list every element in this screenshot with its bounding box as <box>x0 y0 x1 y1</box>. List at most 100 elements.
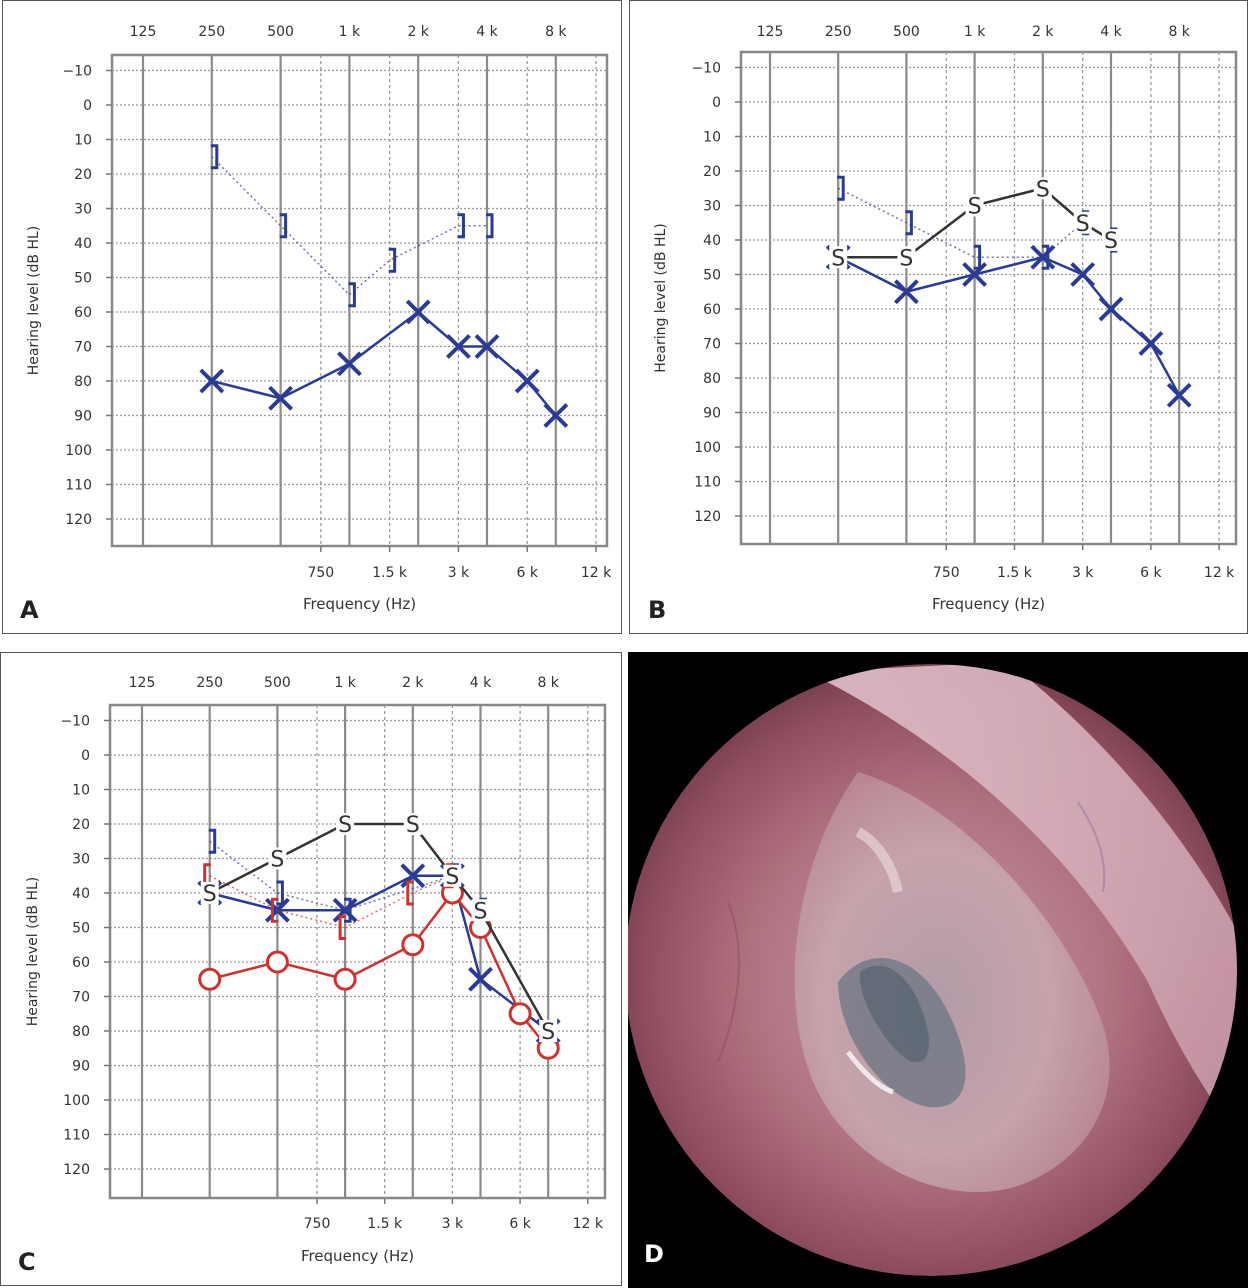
y-tick-label: 100 <box>65 443 92 459</box>
x-bottom-tick-label: 1.5 k <box>997 565 1033 581</box>
data-marker-s-background <box>336 813 355 835</box>
x-top-tick-label: 500 <box>264 675 291 691</box>
data-marker-s: S <box>406 813 420 838</box>
data-marker-x <box>336 351 362 377</box>
x-top-tick-label: 1 k <box>339 24 361 40</box>
data-marker-circle <box>401 933 425 957</box>
audiogram-panel-a: −10 0 10 20 30 40 50 60 70 80 90 100 110 120 125 250 500… <box>2 0 622 634</box>
y-tick-label: 120 <box>65 512 92 528</box>
data-marker-s: S <box>445 865 459 890</box>
data-marker-s: S <box>968 195 982 220</box>
y-tick-label: 80 <box>72 1024 90 1040</box>
data-marker-s: S <box>541 1020 555 1045</box>
data-marker-s: S <box>203 882 217 907</box>
x-axis-label: Frequency (Hz) <box>301 1247 414 1265</box>
data-marker-s-background <box>897 246 916 269</box>
data-marker-bracket-right <box>348 282 356 308</box>
data-marker-s-background <box>1033 177 1052 200</box>
x-top-tick-label: 125 <box>129 675 156 691</box>
y-tick-label: 0 <box>81 748 90 764</box>
y-tick-label: 90 <box>74 409 92 425</box>
x-top-tick-label: 1 k <box>964 24 986 40</box>
series-line-close-bracket <box>211 156 487 296</box>
x-top-tick-label: 500 <box>267 24 294 40</box>
data-marker-s: S <box>1104 229 1118 254</box>
audiogram-panel-b: −10 0 10 20 30 40 50 60 70 80 90 100 110 120 125 250 500… <box>629 0 1248 634</box>
y-tick-label: 60 <box>74 305 92 321</box>
data-marker-bracket-right <box>905 210 913 236</box>
x-top-tick-label: 8 k <box>537 675 559 691</box>
audiogram-chart-a: −10 0 10 20 30 40 50 60 70 80 90 100 110 120 125 250 500… <box>20 24 612 624</box>
x-bottom-tick-label: 6 k <box>517 565 539 581</box>
y-axis-label: Hearing level (dB HL) <box>653 223 669 373</box>
y-tick-label: 20 <box>74 167 92 183</box>
y-tick-label: 40 <box>74 236 92 252</box>
x-bottom-tick-label: 6 k <box>1140 565 1162 581</box>
data-marker-bracket-right <box>1041 244 1050 270</box>
panel-letter-d: D <box>644 1240 664 1268</box>
y-tick-label: 120 <box>63 1162 90 1178</box>
y-tick-label: 110 <box>65 478 92 494</box>
x-top-tick-label: 1 k <box>334 675 356 691</box>
x-bottom-tick-label: 6 k <box>509 1216 531 1232</box>
x-top-tick-label: 250 <box>825 24 852 40</box>
x-top-tick-label: 500 <box>893 24 920 40</box>
series-line-close-bracket <box>837 187 1112 258</box>
x-top-tick-label: 2 k <box>407 24 429 40</box>
data-marker-s-background <box>539 1020 558 1042</box>
x-top-tick-label: 4 k <box>1100 24 1122 40</box>
x-top-tick-label: 4 k <box>470 675 492 691</box>
y-axis-label: Hearing level (dB HL) <box>25 877 41 1027</box>
x-top-tick-label: 125 <box>757 24 784 40</box>
series-line-X <box>837 255 1181 396</box>
data-marker-circle <box>508 1002 532 1026</box>
data-marker-bracket-right <box>486 213 494 239</box>
data-marker-s-background <box>471 899 490 922</box>
data-marker-s: S <box>1076 212 1090 237</box>
x-top-tick-label: 4 k <box>476 24 498 40</box>
data-marker-bracket-right <box>276 880 284 906</box>
y-tick-label: 60 <box>703 302 721 318</box>
y-tick-label: 60 <box>72 955 90 971</box>
y-tick-label: −10 <box>62 64 92 80</box>
y-tick-label: 10 <box>72 783 90 799</box>
audiogram-panel-c: −10 0 10 20 30 40 50 60 70 80 90 100 110 120 125 250 500… <box>0 652 622 1286</box>
data-marker-s: S <box>338 813 352 838</box>
data-marker-x <box>446 334 471 359</box>
y-tick-label: 110 <box>694 475 721 491</box>
data-marker-bracket-right <box>837 175 845 201</box>
data-marker-bracket-left <box>338 915 347 940</box>
data-marker-x <box>514 368 540 394</box>
x-bottom-tick-label: 12 k <box>581 565 612 581</box>
x-top-tick-label: 8 k <box>545 24 567 40</box>
data-marker-s-background <box>829 246 848 269</box>
y-tick-label: 30 <box>703 199 721 215</box>
plot-frame <box>108 703 607 1200</box>
data-marker-x <box>405 299 431 325</box>
data-marker-s: S <box>474 899 488 924</box>
data-marker-circle <box>333 967 357 991</box>
y-tick-label: 50 <box>72 921 90 937</box>
y-tick-label: 10 <box>74 133 92 149</box>
data-marker-circle <box>198 967 222 991</box>
data-marker-s-background <box>268 847 287 870</box>
y-tick-label: 120 <box>694 509 721 525</box>
y-tick-label: 70 <box>703 337 721 353</box>
data-marker-x <box>893 279 919 305</box>
data-marker-s: S <box>270 848 284 873</box>
x-bottom-tick-label: 3 k <box>448 565 470 581</box>
panel-letter: C <box>18 1248 36 1276</box>
x-axis-label: Frequency (Hz) <box>932 595 1045 613</box>
data-marker-s-background <box>1073 211 1092 234</box>
x-bottom-tick-label: 1.5 k <box>372 565 408 581</box>
data-marker-s-background <box>1102 229 1120 251</box>
y-tick-label: 10 <box>703 130 721 146</box>
y-tick-label: 0 <box>83 98 92 114</box>
data-marker-bracket-right <box>210 144 219 170</box>
panel-letter: A <box>20 596 39 624</box>
y-tick-label: 20 <box>703 164 721 180</box>
panel-letter: B <box>648 596 666 624</box>
x-top-tick-label: 125 <box>130 24 157 40</box>
y-tick-label: 110 <box>63 1128 90 1144</box>
data-marker-bracket-right <box>344 897 352 923</box>
